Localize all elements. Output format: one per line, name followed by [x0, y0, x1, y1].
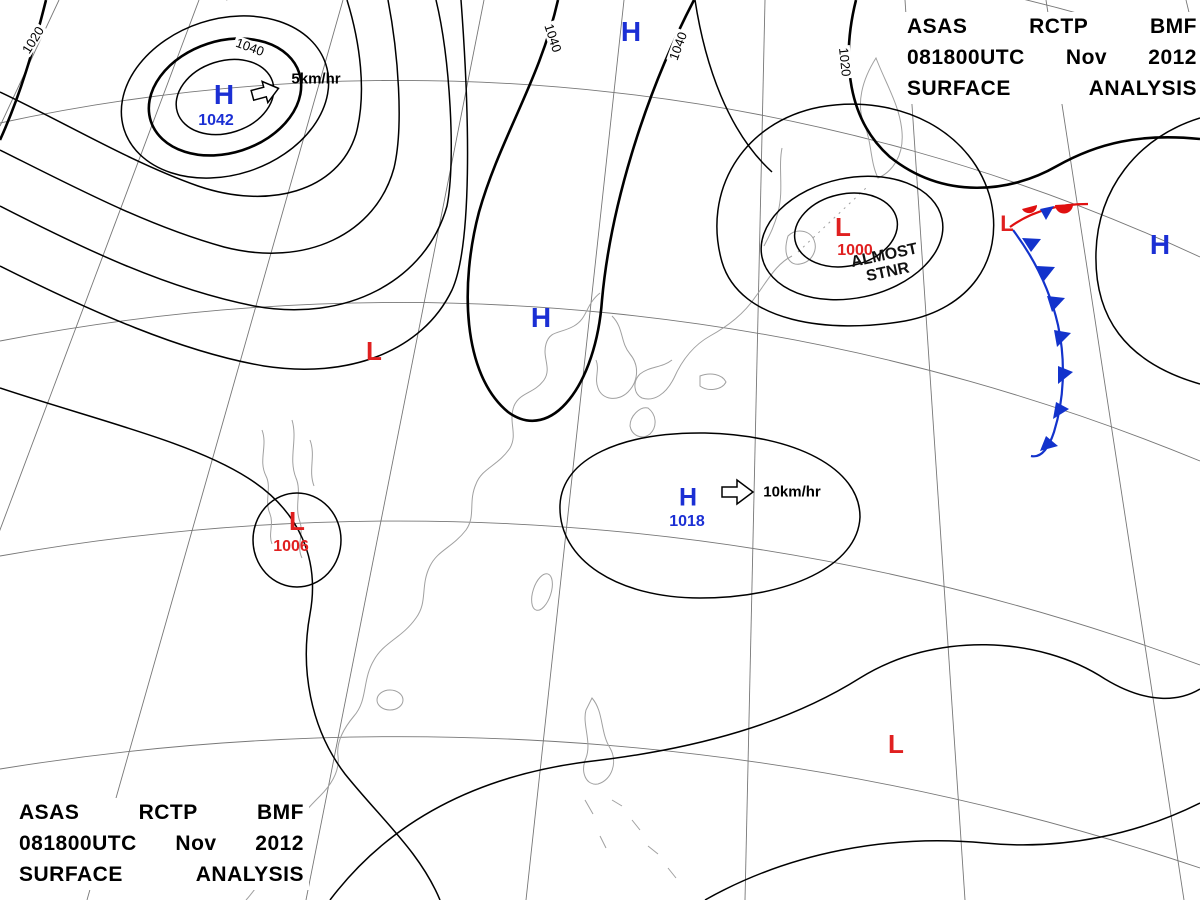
low-value-china: 1006: [273, 538, 309, 555]
title-word: 081800UTC: [907, 46, 1025, 69]
front-system: [1009, 202, 1089, 458]
movement-arrows: [250, 80, 755, 506]
low-symbol-west: L: [366, 336, 382, 366]
isobar-1020-ne: [847, 0, 1200, 190]
coast-korea: [595, 315, 637, 399]
high-symbol-east: H: [1149, 229, 1171, 260]
title-word: BMF: [257, 801, 304, 824]
isobar-1006-ring: [252, 492, 342, 588]
title-word: RCTP: [1029, 15, 1089, 38]
river-lines: [261, 419, 315, 559]
coast-taiwan: [531, 573, 553, 611]
coast-sakhalin: [763, 147, 783, 247]
isobar-high-inner: [175, 58, 275, 136]
high-symbol-pacific: H: [678, 483, 698, 512]
title-word: 2012: [255, 832, 304, 855]
motion-label-pacific: 10km/hr: [763, 483, 821, 501]
motion-arrow-pacific: [721, 478, 755, 506]
coast-honshu: [634, 255, 793, 400]
title-line-3: SURFACE ANALYSIS: [19, 863, 304, 887]
title-word: 081800UTC: [19, 832, 137, 855]
title-line-2: 081800UTC Nov 2012: [907, 46, 1197, 70]
coast-philippine-islands: [584, 799, 677, 879]
isobar-1018-ring: [559, 432, 861, 599]
title-word: Nov: [1065, 46, 1108, 69]
high-symbol-nw: H: [213, 79, 235, 110]
title-word: ASAS: [907, 15, 968, 38]
coastlines: [245, 56, 903, 900]
title-block-top-right: ASAS RCTP BMF 081800UTC Nov 2012 SURFACE…: [902, 12, 1200, 104]
coast-china-indochina: [245, 292, 601, 900]
warm-front-semicircle: [1055, 204, 1074, 214]
title-line-1: ASAS RCTP BMF: [907, 15, 1197, 39]
title-line-3: SURFACE ANALYSIS: [907, 77, 1197, 101]
coast-luzon: [583, 697, 614, 785]
low-symbol-front: L: [1000, 211, 1014, 236]
isobar-east-ridge: [1095, 117, 1200, 385]
title-word: ANALYSIS: [1088, 77, 1197, 100]
high-symbol-top: H: [620, 16, 642, 47]
title-word: ASAS: [19, 801, 80, 824]
motion-arrow-nw: [250, 80, 280, 105]
isobar-1040-trough: [466, 0, 696, 423]
coast-kamchatka: [859, 56, 903, 179]
title-word: RCTP: [138, 801, 198, 824]
coast-hokkaido: [785, 230, 816, 265]
isobar-1020-nw: [0, 0, 48, 141]
low-symbol-china: L: [289, 506, 305, 536]
high-value-pacific: 1018: [669, 513, 705, 530]
title-word: 2012: [1148, 46, 1197, 69]
warm-front-semicircle: [1022, 205, 1038, 214]
coast-kuril-islands: [797, 187, 867, 253]
coast-shikoku: [699, 373, 727, 390]
title-block-bottom-left: ASAS RCTP BMF 081800UTC Nov 2012 SURFACE…: [14, 798, 309, 890]
coast-kyushu: [629, 407, 656, 438]
title-word: Nov: [175, 832, 217, 855]
high-symbol-center: H: [530, 302, 552, 333]
isobar-1000-ring: [793, 192, 899, 268]
title-word: SURFACE: [19, 863, 123, 886]
cold-front-line: [1012, 229, 1064, 458]
motion-label-nw: 5km/hr: [291, 70, 341, 88]
title-line-1: ASAS RCTP BMF: [19, 801, 304, 825]
low-symbol-south: L: [888, 729, 904, 759]
cold-front-triangles: [1022, 206, 1073, 451]
title-word: BMF: [1150, 15, 1197, 38]
low-symbol-kuril: L: [835, 212, 851, 242]
coast-hainan: [376, 689, 404, 711]
high-value-nw: 1042: [198, 112, 234, 129]
low-value-kuril: 1000: [837, 242, 873, 259]
isobar-label-1020-ne: 1020: [836, 44, 854, 80]
title-word: ANALYSIS: [195, 863, 304, 886]
title-word: SURFACE: [907, 77, 1011, 100]
title-line-2: 081800UTC Nov 2012: [19, 832, 304, 856]
